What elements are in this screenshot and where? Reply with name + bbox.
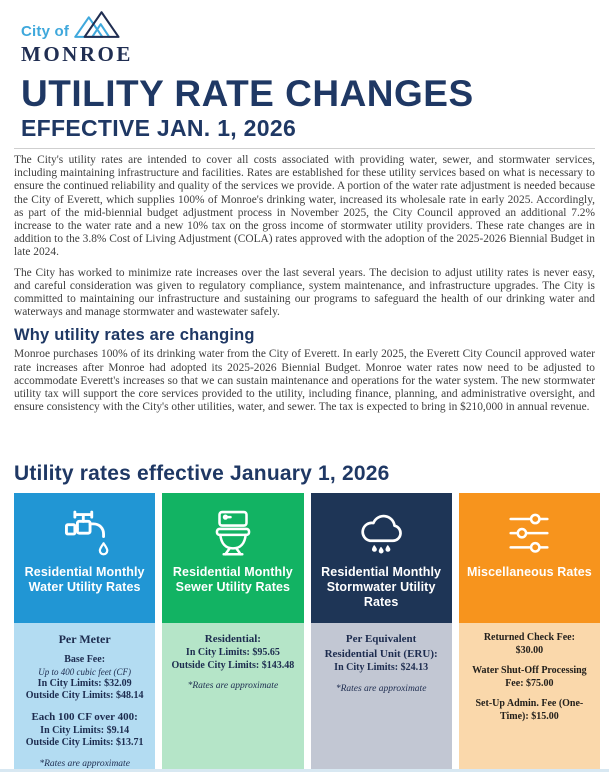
sewer-heading: Residential:: [204, 633, 261, 645]
misc-fee-setup-admin: Set-Up Admin. Fee (One-Time): $15.00: [475, 698, 584, 722]
water-footnote: *Rates are approximate: [39, 758, 130, 769]
water-over-label: Each 100 CF over 400:: [31, 710, 138, 723]
why-heading: Why utility rates are changing: [14, 326, 255, 345]
water-over-in-city: In City Limits: $9.14: [40, 724, 130, 736]
city-logo: City of MONROE: [21, 8, 595, 65]
header: City of MONROE UTILITY RATE CHANGES EFFE…: [0, 0, 609, 141]
card-water-header: Residential Monthly Water Utility Rates: [14, 493, 156, 623]
stormwater-footnote: *Rates are approximate: [335, 683, 427, 694]
water-base-note: Up to 400 cubic feet (CF): [38, 666, 131, 677]
card-stormwater-title: Residential Monthly Stormwater Utility R…: [321, 565, 442, 609]
card-misc-icon-box: [502, 503, 556, 565]
misc-fee-returned-check: Returned Check Fee: $30.00: [483, 632, 575, 656]
rates-heading: Utility rates effective January 1, 2026: [14, 462, 390, 485]
card-sewer-header: Residential Monthly Sewer Utility Rates: [162, 493, 304, 623]
water-heading: Per Meter: [58, 632, 111, 646]
water-base-in-city: In City Limits: $32.09: [37, 677, 132, 689]
stormwater-in-city: In City Limits: $24.13: [334, 662, 429, 673]
logo-monroe-text: MONROE: [21, 42, 133, 66]
sliders-icon: [509, 513, 549, 553]
sewer-outside: Outside City Limits: $143.48: [171, 659, 295, 671]
page-subtitle: EFFECTIVE JAN. 1, 2026: [21, 115, 297, 141]
why-section: Why utility rates are changing Monroe pu…: [14, 326, 595, 414]
card-sewer-title: Residential Monthly Sewer Utility Rates: [172, 565, 293, 594]
water-base-group: Base Fee: Up to 400 cubic feet (CF) In C…: [14, 654, 155, 703]
bottom-strip: [0, 769, 609, 772]
water-over-group: Each 100 CF over 400: In City Limits: $9…: [14, 710, 155, 750]
card-water-title: Residential Monthly Water Utility Rates: [24, 565, 145, 594]
intro-section: The City's utility rates are intended to…: [14, 148, 595, 319]
top-content: City of MONROE UTILITY RATE CHANGES EFFE…: [0, 0, 609, 414]
why-paragraph: Monroe purchases 100% of its drinking wa…: [14, 348, 595, 414]
card-stormwater-icon-box: [354, 503, 408, 565]
card-stormwater-header: Residential Monthly Stormwater Utility R…: [310, 493, 452, 623]
card-misc: Miscellaneous Rates Returned Check Fee: …: [458, 493, 600, 772]
intro-paragraph-1: The City's utility rates are intended to…: [14, 154, 595, 259]
mountain-logo-icon: [74, 11, 120, 38]
sewer-footnote: *Rates are approximate: [187, 681, 279, 691]
rain-cloud-icon: [361, 514, 402, 554]
card-misc-title: Miscellaneous Rates: [466, 565, 592, 579]
intro-paragraph-2: The City has worked to minimize rate inc…: [14, 266, 595, 319]
page-title: UTILITY RATE CHANGES: [21, 73, 474, 114]
stormwater-heading: Per Equivalent Residential Unit (ERU):: [324, 633, 438, 660]
rate-cards: Residential Monthly Water Utility Rates …: [14, 493, 600, 772]
water-over-outside: Outside City Limits: $13.71: [25, 737, 144, 748]
water-base-outside: Outside City Limits: $48.14: [25, 690, 144, 701]
card-misc-body: Returned Check Fee: $30.00 Water Shut-Of…: [458, 623, 600, 770]
card-sewer-body: Residential: In City Limits: $95.65 Outs…: [162, 623, 304, 770]
card-water-body: Per Meter Base Fee: Up to 400 cubic feet…: [14, 623, 156, 770]
misc-fee-water-shutoff: Water Shut-Off Processing Fee: $75.00: [472, 665, 587, 689]
faucet-icon: [64, 510, 108, 556]
card-water-icon-box: [58, 503, 112, 565]
card-sewer: Residential Monthly Sewer Utility Rates …: [162, 493, 304, 772]
card-stormwater: Residential Monthly Stormwater Utility R…: [310, 493, 452, 772]
sewer-in-city: In City Limits: $95.65: [185, 647, 280, 658]
water-base-label: Base Fee:: [64, 654, 106, 665]
card-water: Residential Monthly Water Utility Rates …: [14, 493, 156, 772]
logo-city-of-text: City of: [21, 23, 70, 40]
logo-top-row: City of: [21, 8, 595, 42]
toilet-icon: [215, 510, 251, 556]
card-stormwater-body: Per Equivalent Residential Unit (ERU): I…: [310, 623, 452, 770]
card-sewer-icon-box: [206, 503, 260, 565]
card-misc-header: Miscellaneous Rates: [458, 493, 600, 623]
